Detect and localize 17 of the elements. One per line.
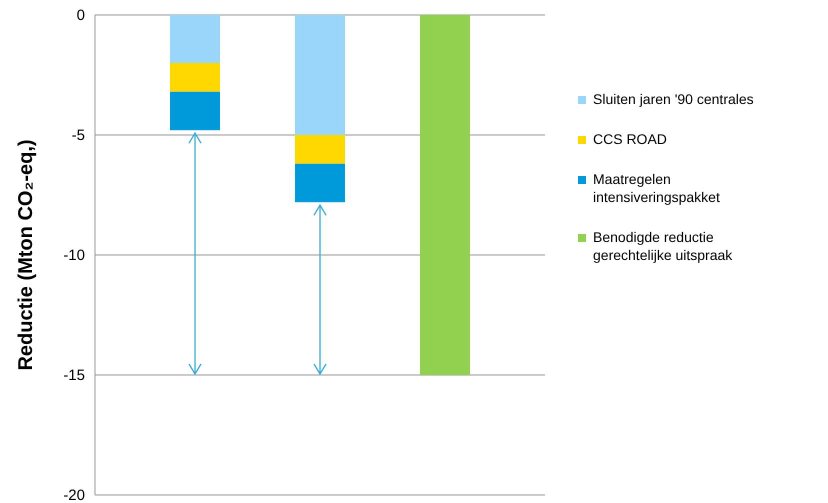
y-tick-label: -15 xyxy=(63,366,85,384)
legend-label: Benodigde reductie gerechtelijke uitspraak xyxy=(593,228,734,263)
y-tick-label: 0 xyxy=(76,6,85,24)
y-tick-label: -20 xyxy=(63,486,85,503)
bar xyxy=(295,15,345,135)
bar xyxy=(170,63,220,92)
y-tick-label: -5 xyxy=(72,126,85,144)
y-axis-title: Reductie (Mton CO₂-eq,) xyxy=(15,139,37,371)
bar xyxy=(295,135,345,164)
y-tick-label: -10 xyxy=(63,246,85,264)
bar xyxy=(295,164,345,202)
bar xyxy=(170,15,220,63)
legend-label: Maatregelen intensiveringspakket xyxy=(593,170,720,205)
bar xyxy=(170,92,220,130)
bar xyxy=(420,15,470,375)
legend-label: CCS ROAD xyxy=(593,130,667,147)
legend-label: Sluiten jaren '90 centrales xyxy=(593,90,754,107)
